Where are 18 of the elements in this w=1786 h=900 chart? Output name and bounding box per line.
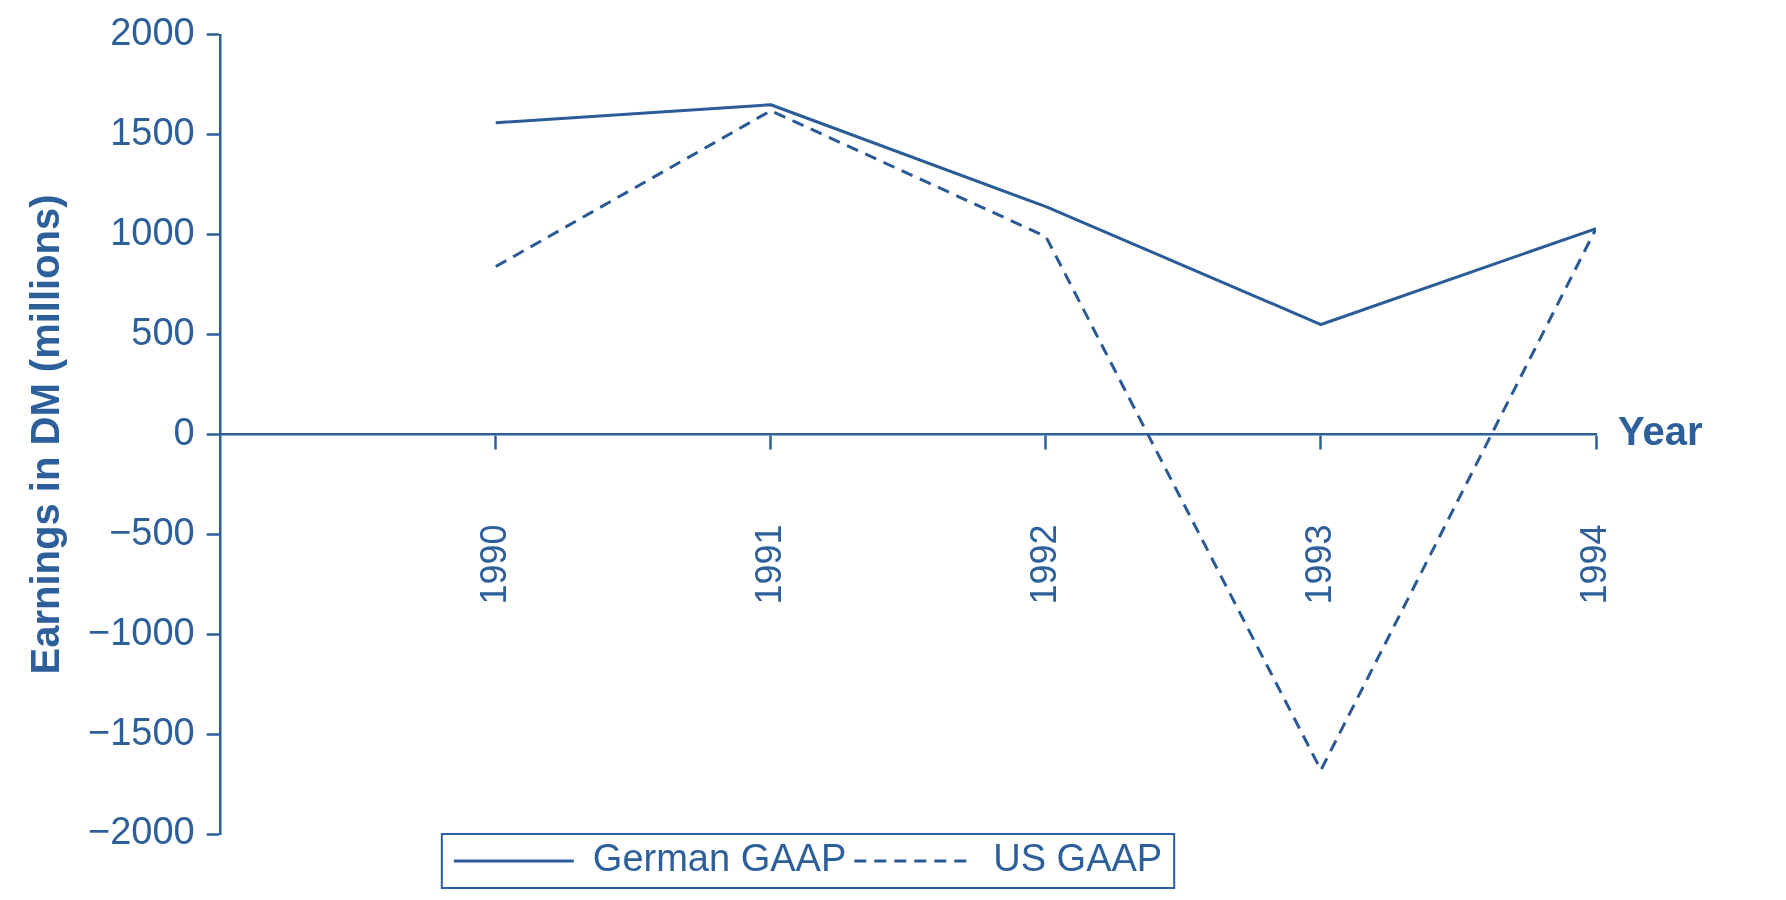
legend-label: US GAAP: [993, 837, 1163, 880]
y-tick-label: −1000: [87, 610, 195, 653]
x-tick-label: 1991: [747, 524, 789, 605]
x-tick-label: 1992: [1022, 524, 1064, 605]
x-tick-label: 1994: [1572, 524, 1614, 605]
y-tick-label: 500: [131, 310, 195, 353]
y-tick-label: −1500: [87, 710, 195, 753]
legend-label: German GAAP: [592, 837, 847, 880]
x-tick-label: 1993: [1297, 524, 1339, 605]
y-tick-label: −2000: [87, 810, 195, 853]
y-tick-label: 1500: [110, 111, 195, 154]
y-tick-label: −500: [109, 510, 195, 553]
y-tick-label: 0: [173, 410, 195, 453]
y-axis-title: Earnings in DM (millions): [23, 194, 68, 675]
x-axis-title: Year: [1618, 409, 1703, 454]
y-tick-label: 2000: [110, 11, 195, 54]
x-tick-label: 1990: [472, 524, 514, 605]
y-tick-label: 1000: [110, 211, 195, 254]
